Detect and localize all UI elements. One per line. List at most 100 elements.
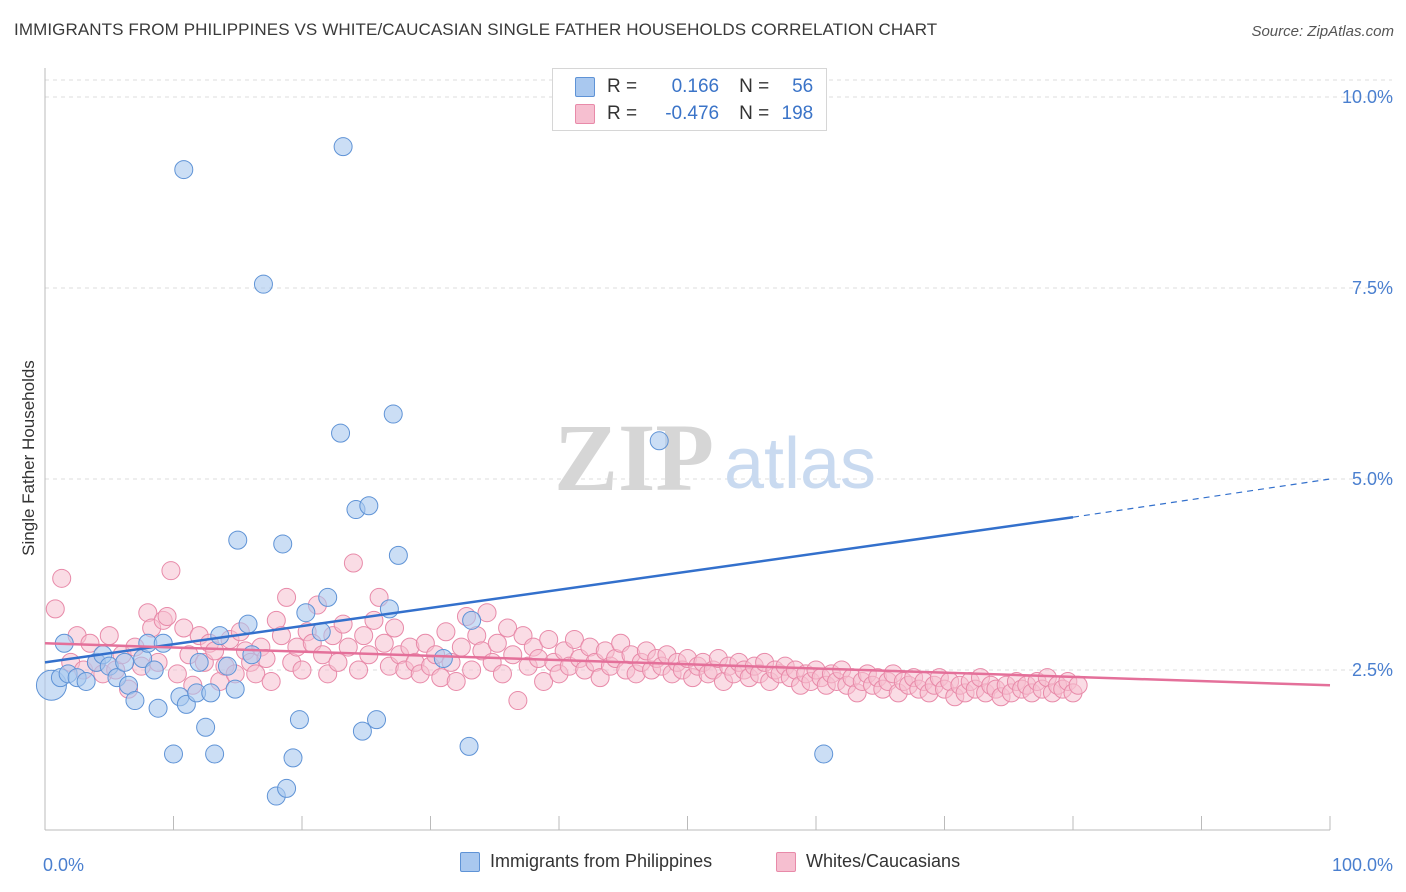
point-whites [349, 660, 369, 680]
point-philippines [228, 530, 248, 550]
point-philippines [388, 545, 408, 565]
point-whites [174, 618, 194, 638]
point-philippines [283, 748, 303, 768]
point-whites [271, 626, 291, 646]
point-philippines [331, 423, 351, 443]
legend-row-philippines: R = 0.166 N = 56 [575, 75, 813, 99]
trend-line-whites [44, 642, 1331, 687]
point-whites [503, 645, 523, 665]
series-legend: Immigrants from Philippines Whites/Cauca… [0, 851, 1406, 877]
point-whites [261, 671, 281, 691]
point-philippines [253, 274, 273, 294]
point-philippines [359, 496, 379, 516]
point-whites [328, 652, 348, 672]
point-whites [354, 626, 374, 646]
grid-lines [45, 79, 1392, 671]
point-whites [539, 629, 559, 649]
point-philippines [649, 431, 669, 451]
point-whites [446, 671, 466, 691]
chart-title: IMMIGRANTS FROM PHILIPPINES VS WHITE/CAU… [14, 20, 938, 39]
x-tick-label: 0.0% [43, 855, 84, 875]
point-whites [333, 614, 353, 634]
point-philippines [174, 160, 194, 180]
y-axis-label: Single Father Households [19, 360, 38, 556]
legend-swatch-philippines [575, 77, 595, 97]
point-philippines [144, 660, 164, 680]
point-philippines [352, 721, 372, 741]
point-philippines [201, 683, 221, 703]
point-philippines [189, 652, 209, 672]
point-philippines [277, 778, 297, 798]
point-whites [385, 618, 405, 638]
point-whites [508, 691, 528, 711]
watermark-atlas: atlas [724, 424, 876, 504]
point-philippines [196, 717, 216, 737]
point-philippines [273, 534, 293, 554]
point-whites [167, 664, 187, 684]
legend-r-value-philippines: 0.166 [671, 76, 720, 97]
legend-item-philippines: Immigrants from Philippines [460, 851, 712, 872]
point-philippines [153, 633, 173, 653]
legend-n-value-philippines: 56 [792, 76, 814, 97]
trend-line-philippines-extension [1072, 478, 1331, 518]
point-whites [487, 633, 507, 653]
legend-item-whites: Whites/Caucasians [776, 851, 960, 872]
trend-lines [44, 478, 1331, 687]
point-whites [338, 637, 358, 657]
point-whites [534, 671, 554, 691]
point-whites [157, 607, 177, 627]
watermark: ZIP atlas [554, 404, 876, 511]
point-whites [564, 629, 584, 649]
legend-swatch-whites [575, 104, 595, 124]
legend-r-value-whites: -0.476 [665, 103, 720, 124]
legend-swatch-whites [776, 851, 796, 872]
point-whites [374, 633, 394, 653]
legend-n-label: N = [739, 103, 770, 124]
point-philippines [289, 710, 309, 730]
point-whites [45, 599, 65, 619]
point-whites [313, 645, 333, 665]
point-whites [161, 561, 181, 581]
correlation-legend: R = 0.166 N = 56 R = -0.476 N = 198 [552, 68, 827, 131]
point-philippines [217, 656, 237, 676]
legend-label-philippines: Immigrants from Philippines [490, 851, 713, 871]
x-tick-label: 100.0% [1332, 855, 1393, 875]
point-philippines [462, 610, 482, 630]
series-philippines-points [35, 137, 834, 806]
point-philippines [333, 137, 353, 157]
legend-n-value-whites: 198 [781, 103, 814, 124]
point-philippines [164, 744, 183, 764]
point-whites [52, 568, 72, 588]
axes [44, 68, 1331, 831]
point-philippines [296, 603, 316, 623]
point-whites [498, 618, 518, 638]
y-tick-label: 7.5% [1352, 278, 1393, 298]
point-whites [99, 626, 119, 646]
point-philippines [318, 587, 338, 607]
point-whites [277, 587, 297, 607]
point-philippines [125, 691, 145, 711]
point-philippines [238, 614, 258, 634]
point-whites [246, 664, 266, 684]
point-philippines [814, 744, 834, 764]
legend-label-whites: Whites/Caucasians [806, 851, 961, 871]
watermark-zip: ZIP [554, 404, 714, 511]
point-philippines [433, 649, 453, 669]
point-whites [462, 660, 482, 680]
point-philippines [242, 645, 262, 665]
point-whites [343, 553, 363, 573]
trend-line-philippines [44, 515, 1074, 664]
point-philippines [459, 736, 479, 756]
point-whites [436, 622, 456, 642]
legend-n-label: N = [739, 76, 770, 97]
point-whites [451, 637, 471, 657]
point-whites [1068, 675, 1088, 695]
legend-swatch-philippines [460, 851, 480, 872]
legend-r-label: R = [607, 103, 638, 124]
point-whites [492, 664, 512, 684]
y-tick-label: 10.0% [1342, 87, 1393, 107]
legend-r-label: R = [607, 76, 638, 97]
y-tick-label: 2.5% [1352, 660, 1393, 680]
point-philippines [115, 652, 135, 672]
source-label: Source: ZipAtlas.com [1251, 23, 1394, 40]
